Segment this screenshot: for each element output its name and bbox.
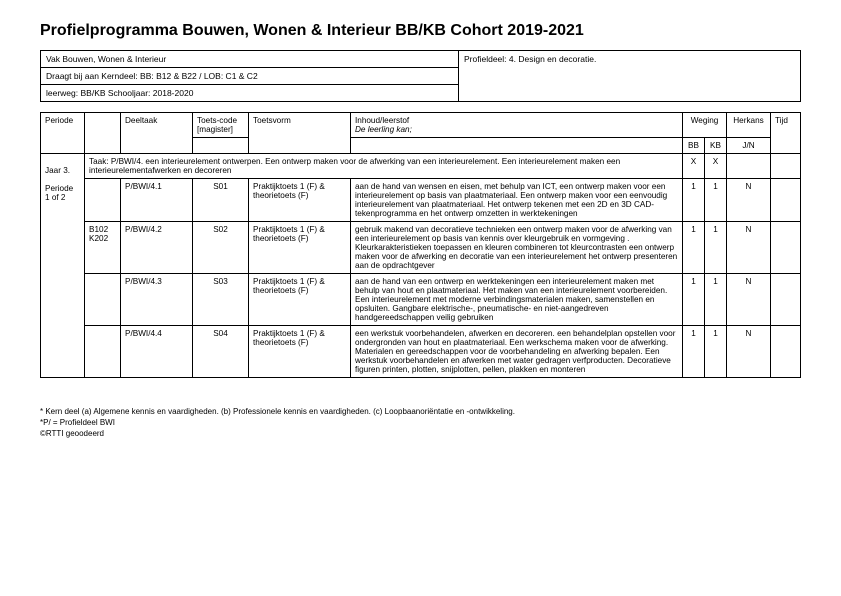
hdr-inhoud-space bbox=[351, 138, 683, 154]
cell-tijd bbox=[771, 274, 801, 326]
hdr-code-blank bbox=[85, 113, 121, 154]
cell-inhoud: aan de hand van wensen en eisen, met beh… bbox=[351, 179, 683, 222]
cell-tijd bbox=[771, 222, 801, 274]
cell-toetscode: S01 bbox=[193, 179, 249, 222]
footnote-1: * Kern deel (a) Algemene kennis en vaard… bbox=[40, 406, 801, 417]
cell-kb: 1 bbox=[705, 222, 727, 274]
cell-deeltaak: P/BWI/4.2 bbox=[121, 222, 193, 274]
periode-cell: Jaar 3. Periode 1 of 2 bbox=[41, 154, 85, 378]
hdr-toetsvorm: Toetsvorm bbox=[249, 113, 351, 154]
cell-toetscode: S02 bbox=[193, 222, 249, 274]
cell-herkans: N bbox=[727, 222, 771, 274]
page-title: Profielprogramma Bouwen, Wonen & Interie… bbox=[40, 22, 801, 40]
hdr-toetscode-label: Toets-code bbox=[197, 116, 237, 125]
cell-inhoud: aan de hand van een ontwerp en werkteken… bbox=[351, 274, 683, 326]
table-row: P/BWI/4.3 S03 Praktijktoets 1 (F) & theo… bbox=[41, 274, 801, 326]
cell-toetsvorm: Praktijktoets 1 (F) & theorietoets (F) bbox=[249, 222, 351, 274]
cell-toetsvorm: Praktijktoets 1 (F) & theorietoets (F) bbox=[249, 326, 351, 378]
hdr-weging: Weging bbox=[683, 113, 727, 138]
hdr-inhoud-label: Inhoud/leerstof bbox=[355, 116, 409, 125]
cell-herkans: N bbox=[727, 179, 771, 222]
table-row: P/BWI/4.4 S04 Praktijktoets 1 (F) & theo… bbox=[41, 326, 801, 378]
hdr-bb: BB bbox=[683, 138, 705, 154]
cell-kb: 1 bbox=[705, 326, 727, 378]
hdr-inhoud-sub: De leerling kan; bbox=[355, 125, 412, 134]
cell-bb: 1 bbox=[683, 326, 705, 378]
cell-tijd bbox=[771, 326, 801, 378]
meta-leerweg: leerweg: BB/KB Schooljaar: 2018-2020 bbox=[41, 85, 459, 102]
cell-toetsvorm: Praktijktoets 1 (F) & theorietoets (F) bbox=[249, 179, 351, 222]
taak-kb: X bbox=[705, 154, 727, 179]
cell-inhoud: een werkstuk voorbehandelen, afwerken en… bbox=[351, 326, 683, 378]
hdr-periode: Periode bbox=[41, 113, 85, 154]
cell-toetsvorm: Praktijktoets 1 (F) & theorietoets (F) bbox=[249, 274, 351, 326]
hdr-toetscode-sub: [magister] bbox=[197, 125, 233, 134]
taak-herkans bbox=[727, 154, 771, 179]
periode-jaar: Jaar 3. bbox=[45, 166, 70, 175]
meta-table: Vak Bouwen, Wonen & Interieur Profieldee… bbox=[40, 50, 801, 102]
cell-deeltaak: P/BWI/4.4 bbox=[121, 326, 193, 378]
hdr-jn: J/N bbox=[727, 138, 771, 154]
hdr-kb: KB bbox=[705, 138, 727, 154]
cell-code bbox=[85, 179, 121, 222]
hdr-toetscode-space bbox=[193, 138, 249, 154]
cell-bb: 1 bbox=[683, 179, 705, 222]
hdr-deeltaak: Deeltaak bbox=[121, 113, 193, 154]
footnotes: * Kern deel (a) Algemene kennis en vaard… bbox=[40, 406, 801, 440]
meta-profieldeel: Profieldeel: 4. Design en decoratie. bbox=[459, 51, 801, 102]
hdr-toetscode: Toets-code [magister] bbox=[193, 113, 249, 138]
meta-vak: Vak Bouwen, Wonen & Interieur bbox=[41, 51, 459, 68]
cell-kb: 1 bbox=[705, 274, 727, 326]
taak-tijd bbox=[771, 154, 801, 179]
cell-deeltaak: P/BWI/4.3 bbox=[121, 274, 193, 326]
cell-inhoud: gebruik makend van decoratieve technieke… bbox=[351, 222, 683, 274]
taak-text: Taak: P/BWI/4. een interieurelement ontw… bbox=[85, 154, 683, 179]
cell-code bbox=[85, 274, 121, 326]
cell-herkans: N bbox=[727, 326, 771, 378]
hdr-herkans: Herkans bbox=[727, 113, 771, 138]
table-row: P/BWI/4.1 S01 Praktijktoets 1 (F) & theo… bbox=[41, 179, 801, 222]
footnote-3: ©RTTI geoodeerd bbox=[40, 428, 801, 439]
header-row: Periode Deeltaak Toets-code [magister] T… bbox=[41, 113, 801, 138]
cell-tijd bbox=[771, 179, 801, 222]
taak-row: Jaar 3. Periode 1 of 2 Taak: P/BWI/4. ee… bbox=[41, 154, 801, 179]
cell-deeltaak: P/BWI/4.1 bbox=[121, 179, 193, 222]
cell-code: B102 K202 bbox=[85, 222, 121, 274]
table-row: B102 K202 P/BWI/4.2 S02 Praktijktoets 1 … bbox=[41, 222, 801, 274]
cell-toetscode: S04 bbox=[193, 326, 249, 378]
cell-kb: 1 bbox=[705, 179, 727, 222]
cell-bb: 1 bbox=[683, 222, 705, 274]
hdr-inhoud: Inhoud/leerstof De leerling kan; bbox=[351, 113, 683, 138]
hdr-tijd: Tijd bbox=[771, 113, 801, 154]
taak-bb: X bbox=[683, 154, 705, 179]
footnote-2: *P/ = Profieldeel BWI bbox=[40, 417, 801, 428]
cell-herkans: N bbox=[727, 274, 771, 326]
cell-toetscode: S03 bbox=[193, 274, 249, 326]
periode-num: Periode 1 of 2 bbox=[45, 184, 73, 202]
cell-bb: 1 bbox=[683, 274, 705, 326]
main-table: Periode Deeltaak Toets-code [magister] T… bbox=[40, 112, 801, 378]
meta-kerndeel: Draagt bij aan Kerndeel: BB: B12 & B22 /… bbox=[41, 68, 459, 85]
cell-code bbox=[85, 326, 121, 378]
